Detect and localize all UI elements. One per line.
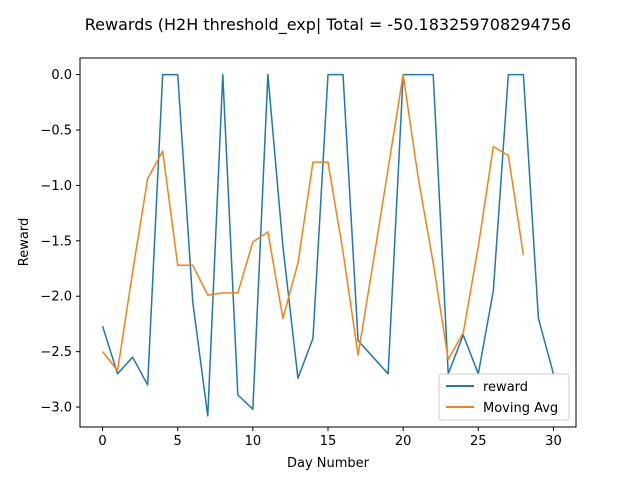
y-tick-label: −0.5 <box>40 124 72 139</box>
plot-frame <box>79 57 577 428</box>
chart-title: Rewards (H2H threshold_exp| Total = -50.… <box>85 15 571 35</box>
x-tick-label: 0 <box>98 434 106 449</box>
x-tick-label: 15 <box>320 434 337 449</box>
y-tick-label: −1.0 <box>40 179 72 194</box>
x-tick-label: 10 <box>245 434 262 449</box>
x-axis-label: Day Number <box>287 456 370 471</box>
y-tick-label: −1.5 <box>40 234 72 249</box>
tick-layer: 0 5 10 15 20 25 30 0.0 −0.5 −1.0 −1.5 −2.0 −2.5 −3.0 <box>40 68 561 449</box>
legend-label-reward: reward <box>483 380 528 395</box>
x-tick-label: 5 <box>174 434 182 449</box>
legend: reward Moving Avg <box>438 373 570 421</box>
y-tick-label: 0.0 <box>51 68 72 83</box>
y-tick-label: −2.0 <box>40 290 72 305</box>
legend-label-moving-avg: Moving Avg <box>483 401 558 416</box>
y-axis-label: Reward <box>17 218 32 266</box>
x-tick-label: 25 <box>470 434 487 449</box>
x-tick-label: 20 <box>395 434 412 449</box>
series-line-moving-avg <box>101 73 525 372</box>
y-tick-label: −2.5 <box>40 345 72 360</box>
y-tick-label: −3.0 <box>40 401 72 416</box>
x-tick-label: 30 <box>545 434 562 449</box>
